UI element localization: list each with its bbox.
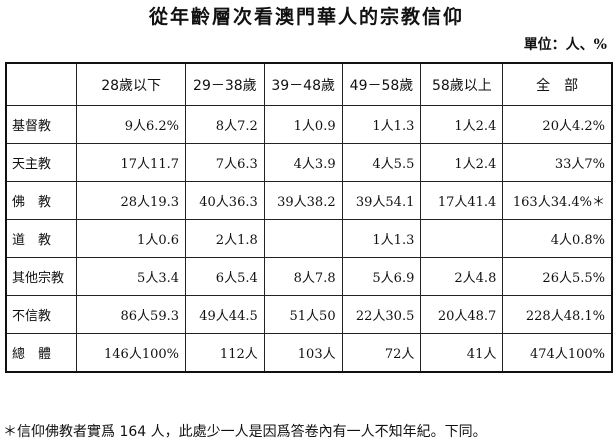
table-cell: 20人48.7 [420,295,504,334]
table-cell: 8人7.8 [263,257,343,296]
column-header: 39－48歲 [263,62,343,106]
table-cell: 17人41.4 [420,181,504,220]
table-cell: 39人38.2 [263,181,343,220]
column-header: 全 部 [502,62,613,106]
table-cell: 4人0.8% [502,219,613,258]
table-cell: 22人30.5 [341,295,422,334]
table-row: 其他宗教 5人3.4 6人5.4 8人7.8 5人6.9 2人4.8 26人5.5% [5,257,613,296]
page-title: 從年齡層次看澳門華人的宗教信仰 [148,6,464,28]
table-cell: 39人54.1 [341,181,422,220]
table-cell: 2人1.8 [185,219,265,258]
row-label: 佛 教 [5,181,78,220]
table-cell: 8人7.2 [185,105,265,144]
table-cell: 1人0.6 [76,219,186,258]
table-cell: 49人44.5 [185,295,265,334]
footnote: ＊信仰佛教者實爲 164 人，此處少一人是因爲答卷內有一人不知年紀。下同。 [3,424,487,440]
column-header: 29－38歲 [185,62,265,106]
table-cell: 40人36.3 [185,181,265,220]
table-row: 道 教 1人0.6 2人1.8 1人1.3 4人0.8% [5,219,613,258]
table-cell: 1人2.4 [420,105,504,144]
table-cell: 5人3.4 [76,257,186,296]
table-cell: 146人100% [76,333,186,373]
table-row: 基督教 9人6.2% 8人7.2 1人0.9 1人1.3 1人2.4 20人4.2% [5,105,613,144]
row-label: 天主教 [5,143,78,182]
row-label: 其他宗教 [5,257,78,296]
religion-by-age-table: 28歲以下 29－38歲 39－48歲 49－58歲 58歲以上全 部基督教 9人6.2%… [5,62,613,373]
table-row: 佛 教 28人19.3 40人36.3 39人38.2 39人54.1 17人41.4 16… [5,181,613,220]
table-row: 天主教 17人11.7 7人6.3 4人3.9 4人5.5 1人2.4 33人7% [5,143,613,182]
table-cell: 163人34.4%＊ [502,181,613,220]
table-cell: 6人5.4 [185,257,265,296]
table-cell: 17人11.7 [76,143,186,182]
table-cell: 1人1.3 [341,219,422,258]
table-cell: 26人5.5% [502,257,613,296]
table-cell: 20人4.2% [502,105,613,144]
unit-label: 單位：人、% [523,37,607,53]
table-cell: 474人100% [502,333,613,373]
table-cell [420,219,504,258]
table-cell [263,219,343,258]
row-label: 總 體 [5,333,78,373]
table-cell: 1人1.3 [341,105,422,144]
table-cell: 4人5.5 [341,143,422,182]
row-label: 不信教 [5,295,78,334]
row-label: 基督教 [5,105,78,144]
column-header: 58歲以上 [420,62,504,106]
table-row: 不信教 86人59.3 49人44.5 51人50 22人30.5 20人48.7 228人… [5,295,613,334]
table-cell: 228人48.1% [502,295,613,334]
table-cell: 4人3.9 [263,143,343,182]
table-cell: 72人 [341,333,422,373]
table-cell: 5人6.9 [341,257,422,296]
table-cell: 28人19.3 [76,181,186,220]
table-cell: 7人6.3 [185,143,265,182]
table-cell: 9人6.2% [76,105,186,144]
table-cell: 41人 [420,333,504,373]
column-header: 49－58歲 [341,62,422,106]
header-row: 28歲以下 29－38歲 39－48歲 49－58歲 58歲以上全 部 [5,62,613,106]
table-cell: 33人7% [502,143,613,182]
table-cell: 103人 [263,333,343,373]
column-header: 28歲以下 [76,62,186,106]
table-cell: 2人4.8 [420,257,504,296]
table-cell: 1人2.4 [420,143,504,182]
column-header [5,62,78,106]
table-cell: 112人 [185,333,265,373]
table-cell: 1人0.9 [263,105,343,144]
table-cell: 51人50 [263,295,343,334]
table-cell: 86人59.3 [76,295,186,334]
row-label: 道 教 [5,219,78,258]
table-row: 總 體 146人100% 112人 103人 72人 41人 474人100% [5,333,613,373]
